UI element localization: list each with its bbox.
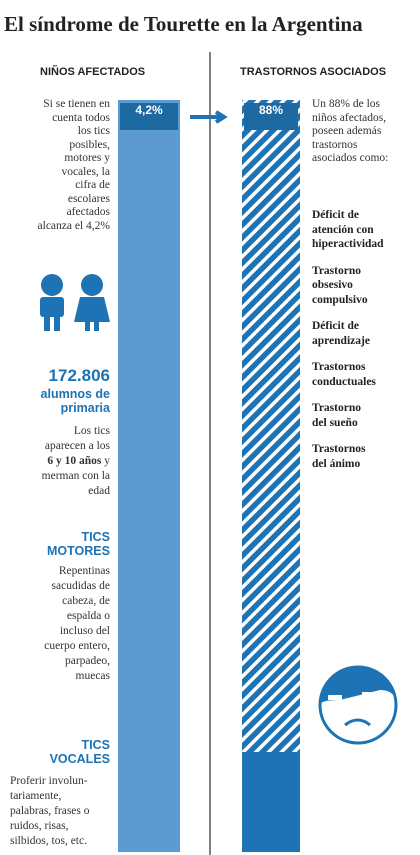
text-line: VOCALES: [49, 752, 110, 766]
right-bar-label: 88%: [258, 103, 284, 117]
text-line: motores y: [64, 152, 110, 164]
text-line: Trastorno: [312, 402, 361, 414]
motor-text: Repentinas sacudidas de cabeza, de espalda …: [6, 564, 110, 684]
text-line: TICS: [81, 530, 110, 544]
text-line: Si se tienen en: [43, 98, 110, 110]
text-line: espalda o: [66, 610, 110, 622]
text-line: muecas: [75, 670, 110, 682]
text-line: Trastornos: [312, 361, 366, 373]
title: El síndrome de Tourette en la Argentina: [4, 12, 363, 36]
text-line: los tics: [77, 125, 110, 137]
age-line: 6 y 10 años y: [6, 454, 110, 469]
left-bar-label: 4,2%: [135, 103, 163, 117]
text-line: niños afectados,: [312, 111, 387, 124]
text-line: del sueño: [312, 416, 358, 429]
text-line: trastornos: [312, 138, 358, 151]
right-bar-bottom: [242, 752, 300, 852]
text-line: poseen además: [312, 125, 382, 137]
text-line: Proferir involun-: [10, 775, 88, 787]
text-line: aparecen a los: [44, 440, 110, 452]
motor-title: TICS MOTORES: [6, 530, 110, 558]
text-line: ruidos, risas,: [10, 820, 69, 832]
disorder: Déficit de aprendizaje: [312, 319, 384, 348]
age-rest: merman con la edad: [6, 469, 110, 499]
text-line: incluso del: [59, 625, 110, 637]
text-line: afectados: [66, 206, 110, 218]
disorder: Trastorno del sueño: [312, 401, 384, 430]
text-line: compulsivo: [312, 293, 368, 306]
age-bold: 6 y 10 años: [47, 455, 102, 467]
text-line: cabeza, de: [62, 595, 110, 607]
text-line: MOTORES: [47, 544, 110, 558]
text-line: atención con: [312, 223, 374, 236]
arrow: [190, 110, 228, 124]
text-line: conductuales: [312, 375, 376, 388]
text-line: Los tics: [73, 425, 110, 437]
disorder: Déficit de atención con hiperactividad: [312, 208, 384, 252]
text-line: merman con la: [41, 470, 110, 482]
text-line: cifra de: [75, 179, 110, 191]
text-line: edad: [88, 485, 110, 497]
right-heading: TRASTORNOS ASOCIADOS: [240, 66, 387, 78]
text-line: Trastorno: [312, 264, 361, 277]
text-line: hiperactividad: [312, 238, 384, 250]
text-line: Repentinas: [58, 565, 110, 577]
text-line: asociados como:: [312, 152, 389, 164]
left-bar: [118, 100, 180, 852]
vocal-text: Proferir involun-tariamente, palabras, fr…: [10, 774, 90, 849]
disorders: Déficit de atención con hiperactividad Tras…: [312, 208, 384, 483]
text-line: cuenta todos: [52, 111, 110, 124]
text-line: aprendizaje: [312, 334, 370, 347]
text-line: Déficit de: [312, 209, 359, 221]
stat-number: 172.806: [48, 366, 110, 385]
vocal-title: TICS VOCALES: [6, 738, 110, 766]
text-line: Trastornos: [312, 443, 366, 455]
text-line: parpadeo,: [64, 655, 110, 667]
text-line: tariamente,: [10, 790, 62, 802]
left-bar-top: [120, 103, 178, 130]
text-line: escolares: [67, 192, 110, 205]
text-line: Déficit de: [312, 320, 359, 332]
text-line: vocales, la: [61, 165, 110, 178]
right-bar: [242, 100, 300, 752]
text-line: sacudidas de: [51, 580, 110, 592]
text-line: cuerpo entero,: [44, 640, 110, 652]
text-line: palabras, frases o: [10, 805, 90, 817]
right-bar-top: [244, 103, 298, 130]
left-heading: NIÑOS AFECTADOS: [40, 66, 146, 78]
right-intro: Un 88% de los niños afectados, poseen adem…: [312, 98, 388, 166]
age-text: Los tics aparecen a los 6 y 10 años y mer…: [6, 424, 110, 499]
text-line: alumnos de: [40, 387, 110, 401]
kids-icon: [40, 274, 110, 331]
age-after: y: [104, 455, 110, 467]
disorder: Trastorno obsesivo compulsivo: [312, 264, 384, 308]
text-line: TICS: [81, 738, 110, 752]
disorder: Trastornos del ánimo: [312, 442, 384, 471]
text-line: primaria: [60, 401, 110, 415]
text-line: silbidos, tos, etc.: [10, 835, 87, 847]
text-line: obsesivo: [312, 279, 353, 291]
disorder: Trastornos conductuales: [312, 360, 384, 389]
stat-label: alumnos de primaria: [6, 387, 110, 415]
intro: Si se tienen en cuenta todos los tics posib…: [6, 98, 110, 233]
text-line: posibles,: [69, 138, 110, 151]
text-line: del ánimo: [312, 457, 361, 470]
text-line: Un 88% de los: [312, 98, 381, 110]
text-line: alcanza el 4,2%: [37, 219, 110, 232]
face-icon: [318, 665, 398, 745]
age-before: Los tics aparecen a los: [6, 424, 110, 454]
